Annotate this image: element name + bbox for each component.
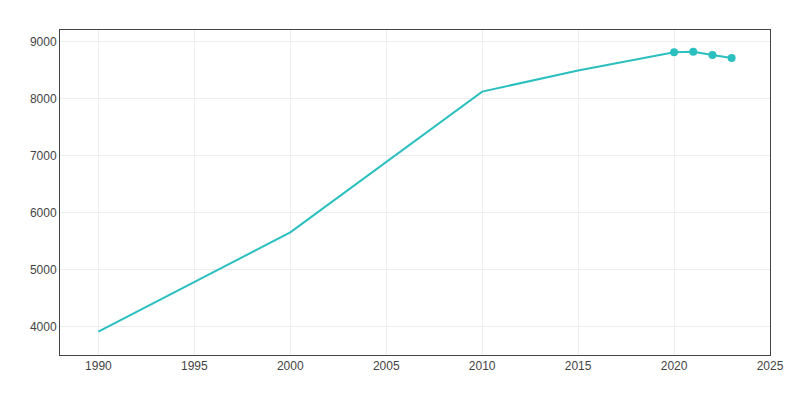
svg-text:2000: 2000 — [277, 359, 304, 373]
svg-text:4000: 4000 — [30, 320, 57, 334]
svg-text:2015: 2015 — [565, 359, 592, 373]
svg-text:2020: 2020 — [661, 359, 688, 373]
svg-text:1990: 1990 — [85, 359, 112, 373]
svg-text:9000: 9000 — [30, 35, 57, 49]
svg-text:2010: 2010 — [469, 359, 496, 373]
svg-text:6000: 6000 — [30, 206, 57, 220]
svg-text:2025: 2025 — [757, 359, 784, 373]
svg-text:8000: 8000 — [30, 92, 57, 106]
svg-text:2005: 2005 — [373, 359, 400, 373]
svg-text:7000: 7000 — [30, 149, 57, 163]
svg-text:5000: 5000 — [30, 263, 57, 277]
svg-text:1995: 1995 — [181, 359, 208, 373]
